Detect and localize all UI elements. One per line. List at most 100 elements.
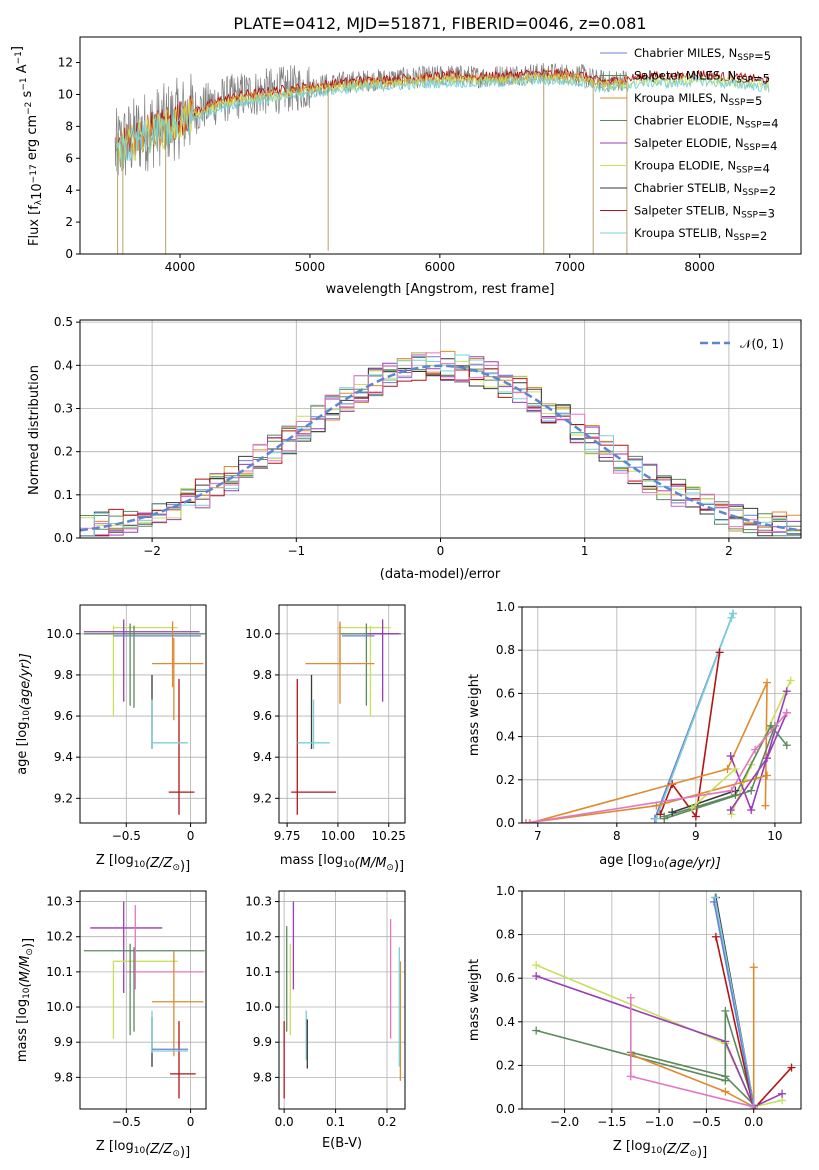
mass-vs-extinction-panel: 0.0 0.1 0.2 9.8 9.9 10.0 10.1 10.2 10.3 E(B-V) — [245, 890, 406, 1151]
y-tick-label: 0.6 — [496, 686, 515, 700]
label-part: 10 — [30, 183, 45, 200]
label-part: =5 — [754, 49, 771, 63]
y-tick-label: 10.0 — [46, 627, 73, 641]
x-tick-label: −2.0 — [550, 1115, 579, 1129]
weight-series-line — [664, 724, 788, 818]
label-part: age [log — [15, 722, 30, 775]
x-axis-label: E(B-V) — [322, 1136, 362, 1151]
x-tick-label: −0.5 — [692, 1115, 721, 1129]
x-tick-label: 0 — [437, 544, 445, 558]
label-part: Salpeter STELIB, N — [634, 204, 741, 218]
x-tick-label: 4000 — [165, 260, 196, 274]
label-part: ⊙ — [172, 863, 180, 873]
legend-entry: Salpeter ELODIE, NSSP=4 — [634, 136, 777, 153]
y-tick-label: 9.8 — [253, 668, 272, 682]
y-tick-label: 10.1 — [46, 965, 73, 979]
plot-area — [283, 901, 402, 1099]
legend-entry: 𝒩(0, 1) — [740, 337, 784, 351]
label-part: Chabrier STELIB, N — [634, 181, 742, 195]
label-part: Chabrier MILES, N — [634, 46, 737, 60]
age-vs-metallicity-panel: −0.5 09.29.49.69.810.0Z [log10(Z/Z⊙)]age … — [15, 604, 207, 874]
x-tick-label: 10.25 — [372, 829, 406, 843]
x-tick-label: 8000 — [684, 260, 715, 274]
y-tick-label: 10.3 — [46, 895, 73, 909]
y-tick-label: 0.4 — [496, 1015, 515, 1029]
x-tick-label: 0.2 — [377, 1115, 396, 1129]
y-tick-label: 0.2 — [496, 773, 515, 787]
y-tick-label: 0.0 — [496, 816, 515, 830]
label-part: Kroupa MILES, N — [634, 91, 729, 105]
label-part: SSP — [741, 211, 758, 221]
model-spectrum — [115, 68, 770, 161]
weight-series-line — [715, 936, 793, 1109]
label-part: =4 — [761, 139, 778, 153]
axes-frame — [521, 890, 802, 1110]
y-tick-label: 9.2 — [54, 791, 73, 805]
x-tick-label: 1 — [581, 544, 589, 558]
plot-area — [80, 350, 801, 537]
x-tick-label: −2 — [143, 544, 161, 558]
label-part: (Z/Z — [145, 1142, 173, 1157]
axes-frame — [278, 604, 406, 824]
x-tick-label: 5000 — [295, 260, 326, 274]
label-part: =3 — [758, 207, 775, 221]
y-axis-label: mass weight — [467, 959, 482, 1041]
label-part: =4 — [762, 117, 779, 131]
y-tick-label: 0.4 — [496, 730, 515, 744]
label-part: (age/yr)] — [664, 856, 721, 871]
plot-area — [83, 901, 205, 1099]
y-tick-label: 0.3 — [54, 401, 73, 415]
y-tick-label: 6 — [65, 151, 73, 165]
x-tick-label: −1.5 — [597, 1115, 626, 1129]
x-tick-label: 7 — [534, 829, 542, 843]
y-tick-label: 9.6 — [253, 709, 272, 723]
x-axis-label: Z [log10(Z/Z⊙)] — [96, 853, 190, 874]
x-tick-label: −1 — [287, 544, 305, 558]
observed-spectrum — [114, 62, 628, 176]
label-part: 10 — [134, 860, 146, 870]
histogram-step — [80, 352, 801, 536]
y-axis-label: mass [log10(M/M⊙)] — [15, 938, 36, 1062]
x-tick-label: 2 — [725, 544, 733, 558]
y-tick-label: 9.9 — [54, 1035, 73, 1049]
plot-area — [522, 609, 795, 823]
label-part: −2 — [24, 102, 34, 115]
legend-entry: Kroupa ELODIE, NSSP=4 — [634, 159, 770, 176]
label-part: −17 — [29, 164, 39, 183]
label-part: Kroupa ELODIE, N — [634, 159, 736, 173]
label-part: Chabrier ELODIE, N — [634, 114, 745, 128]
axes-frame — [79, 604, 207, 824]
y-tick-label: 10.0 — [245, 1000, 272, 1014]
grid-lines — [522, 890, 801, 1110]
label-part: 10 — [652, 860, 664, 870]
label-part: SSP — [742, 188, 759, 198]
y-tick-label: 0.8 — [496, 643, 515, 657]
label-part: ⊙ — [689, 1149, 697, 1159]
x-tick-label: −0.5 — [112, 1115, 141, 1129]
x-tick-label: 0.1 — [326, 1115, 345, 1129]
label-part: λ — [34, 199, 44, 205]
label-part: 10 — [22, 710, 32, 722]
label-part: =2 — [750, 229, 767, 243]
y-tick-label: 0.2 — [54, 445, 73, 459]
y-tick-label: 0 — [65, 247, 73, 261]
x-tick-label: 0.0 — [275, 1115, 294, 1129]
x-tick-label: 0.0 — [744, 1115, 763, 1129]
weight-series-line — [525, 712, 788, 823]
weight-series-line — [713, 901, 755, 1107]
y-tick-label: 10.3 — [245, 895, 272, 909]
y-tick-label: 9.8 — [54, 668, 73, 682]
y-tick-label: 9.8 — [54, 1070, 73, 1084]
axes-frame — [278, 890, 406, 1110]
residual-histogram-panel: −2 −1 0 1 2 0.0 0.1 0.2 0.3 0.4 0.5 𝒩(0, 1) (data-mo… — [27, 315, 802, 582]
y-tick-label: 4 — [65, 183, 73, 197]
label-part: age [log — [599, 853, 652, 868]
gaussian-curve — [80, 364, 801, 532]
label-part: (M/M — [18, 956, 33, 988]
legend-entry: Chabrier ELODIE, NSSP=4 — [634, 114, 779, 131]
y-tick-label: 9.2 — [253, 791, 272, 805]
y-tick-label: 9.9 — [253, 1035, 272, 1049]
label-part: mass [log — [15, 999, 30, 1062]
